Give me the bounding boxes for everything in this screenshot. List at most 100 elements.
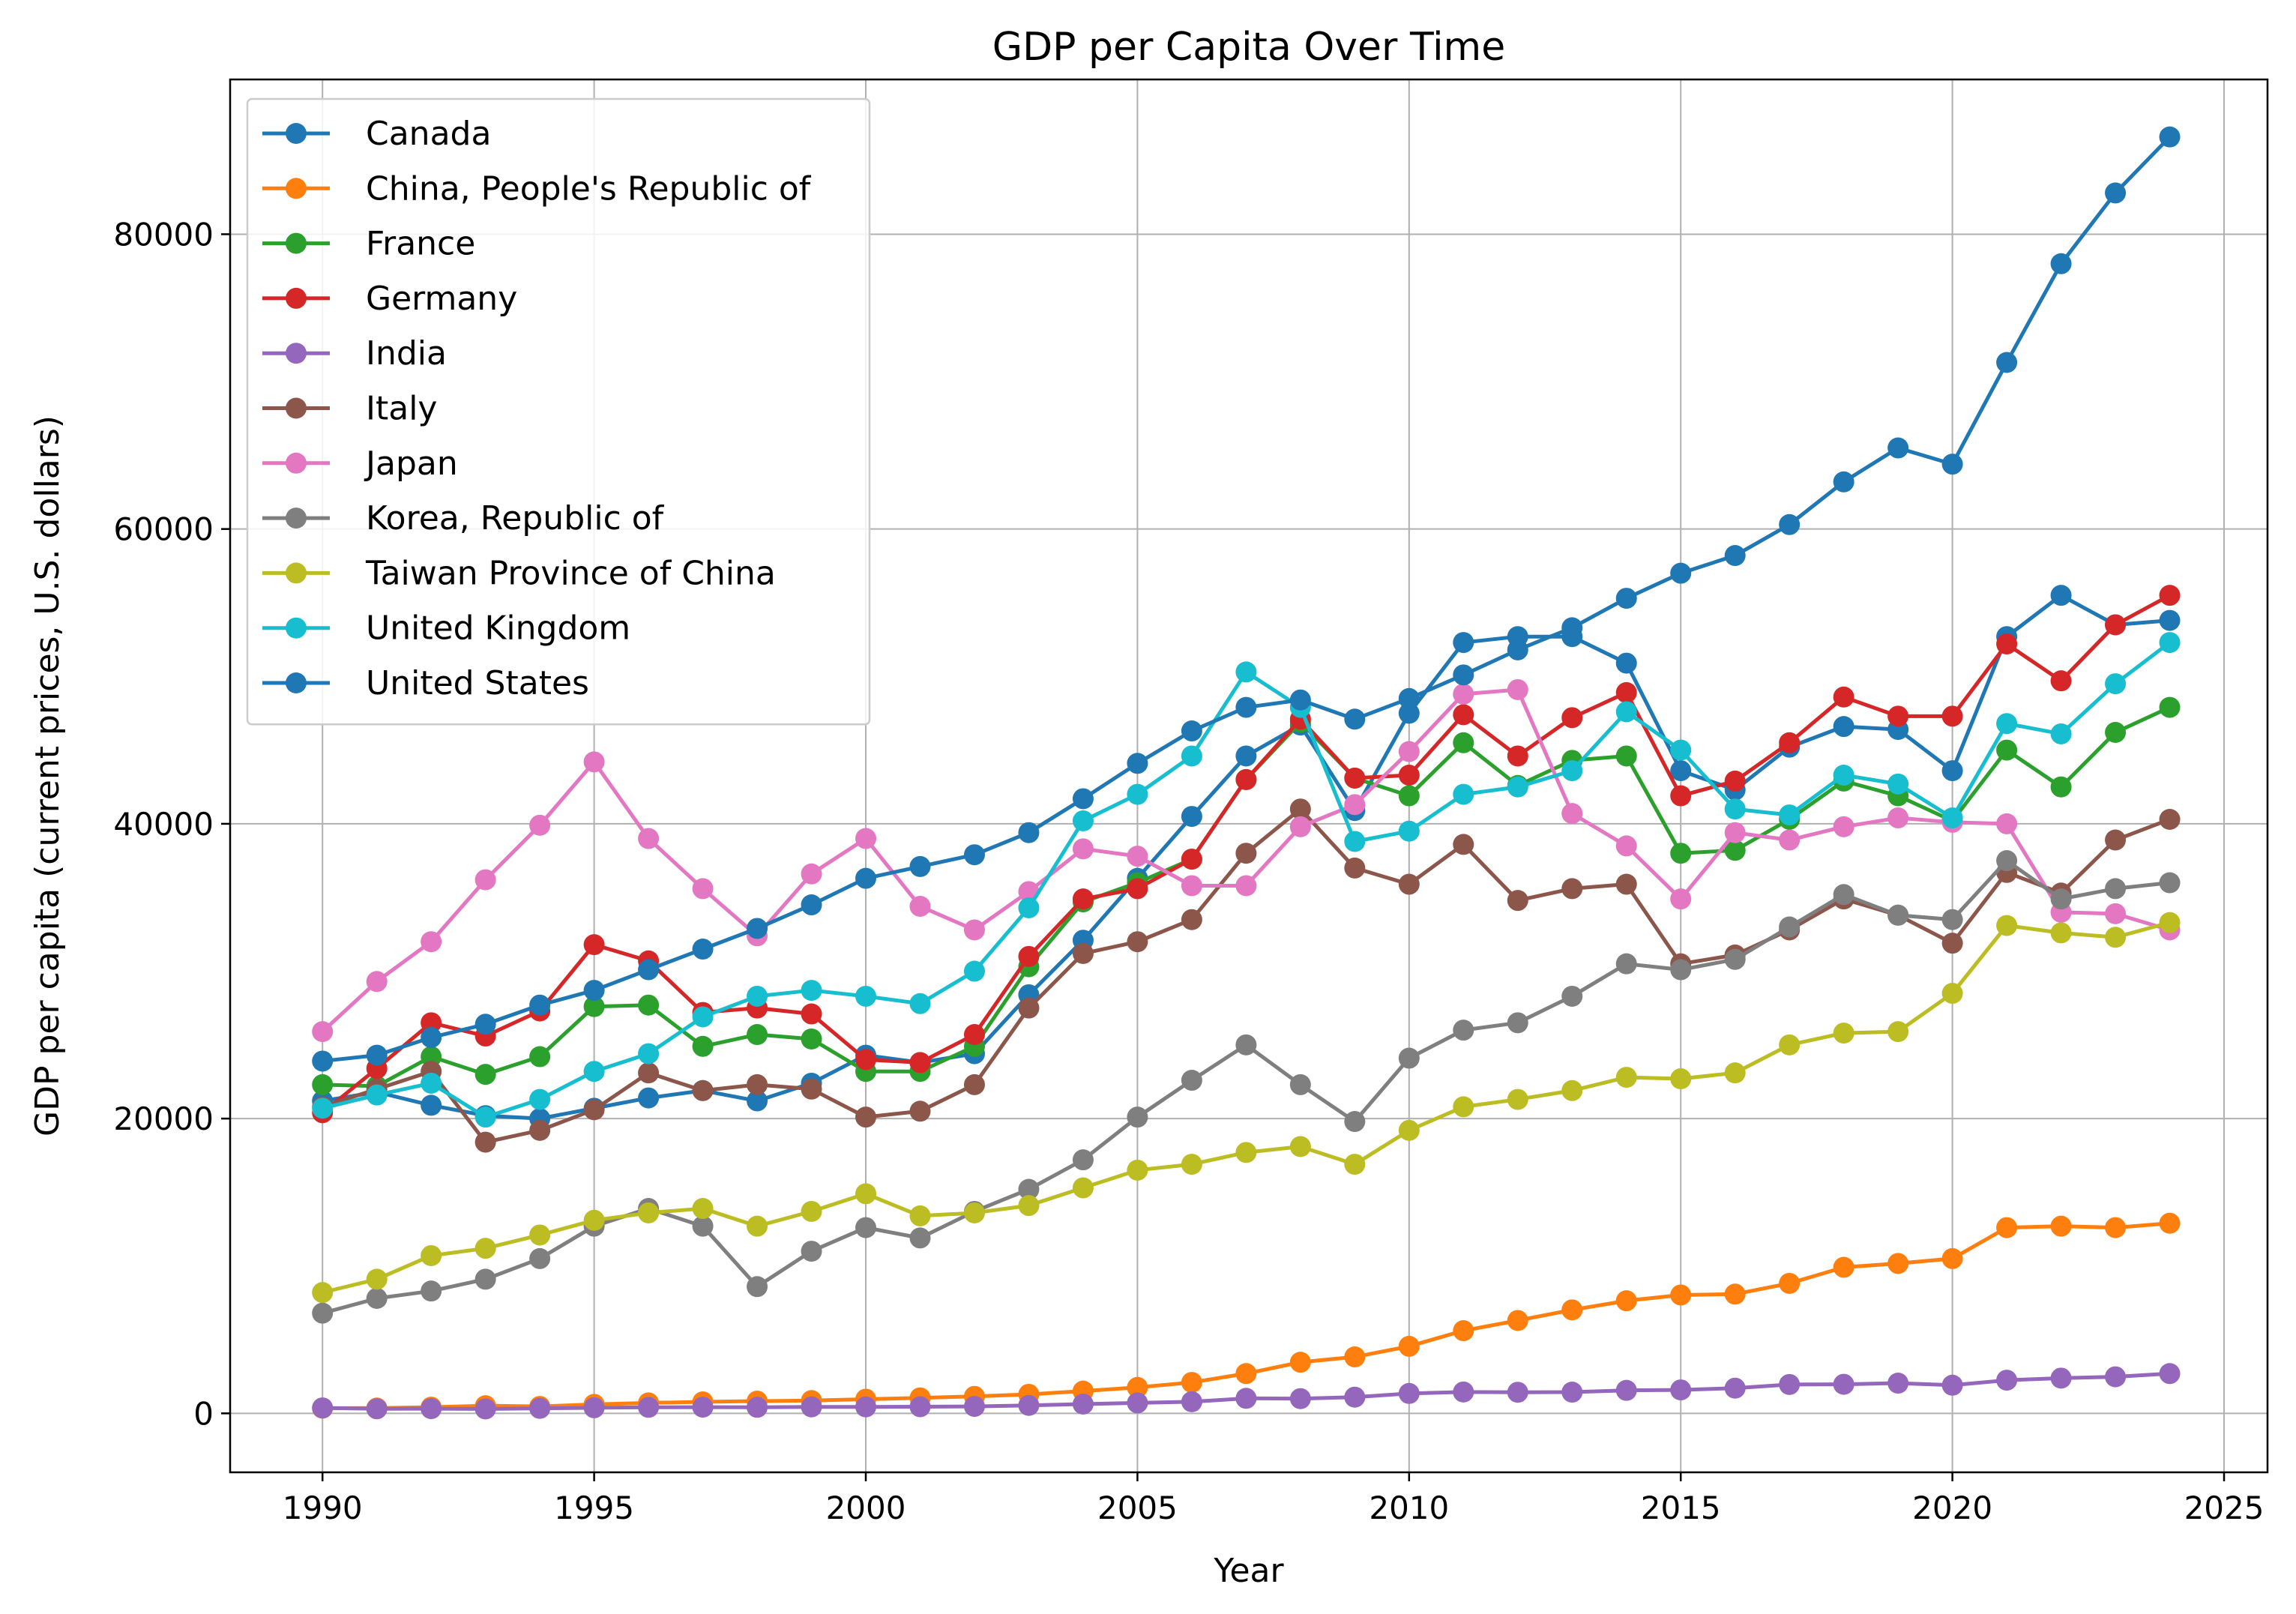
legend-entry: United States — [262, 664, 589, 702]
data-point — [421, 931, 442, 953]
data-point — [1996, 633, 2018, 655]
data-point — [1453, 664, 1474, 686]
data-point — [692, 1079, 714, 1101]
data-point — [1779, 1373, 1801, 1395]
data-point — [421, 1012, 442, 1034]
data-point — [1181, 909, 1202, 930]
data-point — [1127, 783, 1148, 805]
data-point — [1724, 948, 1746, 970]
data-point — [692, 878, 714, 900]
legend-entry: China, People's Republic of — [262, 169, 812, 208]
data-point — [1941, 933, 1963, 954]
data-point — [474, 1268, 496, 1290]
series-4 — [312, 1363, 2181, 1420]
data-point — [474, 1398, 496, 1420]
data-point — [692, 1198, 714, 1220]
data-point — [1507, 745, 1528, 767]
data-point — [1996, 1217, 2018, 1238]
legend-entry: Korea, Republic of — [262, 499, 665, 538]
data-point — [1941, 454, 1963, 475]
data-point — [583, 1061, 605, 1082]
data-point — [1670, 739, 1692, 761]
data-point — [1344, 1111, 1366, 1133]
legend-label: Canada — [366, 115, 491, 153]
y-axis-label: GDP per capita (current prices, U.S. dol… — [28, 415, 67, 1136]
data-point — [1670, 888, 1692, 910]
data-point — [1724, 822, 1746, 843]
data-point — [2050, 253, 2072, 274]
series-5 — [312, 798, 2181, 1153]
data-point — [2159, 809, 2181, 831]
data-point — [1724, 1283, 1746, 1305]
data-point — [366, 1268, 388, 1290]
data-point — [1398, 741, 1420, 762]
x-tick-label: 1990 — [283, 1490, 363, 1526]
data-point — [1072, 788, 1094, 810]
data-point — [1724, 1377, 1746, 1399]
data-point — [855, 828, 877, 849]
data-point — [1941, 983, 1963, 1005]
data-point — [1670, 1379, 1692, 1401]
data-point — [1670, 760, 1692, 782]
plot-area-frame — [229, 78, 2269, 1474]
data-point — [1181, 875, 1202, 897]
data-point — [1615, 1290, 1637, 1312]
series-8 — [312, 912, 2181, 1304]
data-point — [1507, 1310, 1528, 1331]
legend-marker — [286, 672, 307, 693]
data-point — [1561, 1299, 1583, 1321]
data-point — [2159, 1212, 2181, 1234]
legend-marker — [286, 508, 307, 529]
data-point — [747, 1074, 768, 1095]
data-point — [1561, 985, 1583, 1007]
data-point — [638, 828, 660, 849]
data-point — [1833, 471, 1854, 493]
data-point — [1398, 687, 1420, 709]
data-point — [2050, 1367, 2072, 1389]
data-point — [1561, 1382, 1583, 1403]
data-point — [747, 1090, 768, 1112]
data-point — [1072, 1177, 1094, 1199]
data-point — [1507, 890, 1528, 912]
data-point — [1833, 716, 1854, 738]
data-point — [1289, 798, 1311, 820]
data-point — [2159, 912, 2181, 933]
data-point — [1561, 617, 1583, 639]
data-point — [1615, 835, 1637, 857]
data-point — [1833, 884, 1854, 906]
data-point — [1779, 829, 1801, 851]
data-point — [1670, 1068, 1692, 1090]
data-point — [1670, 1284, 1692, 1306]
data-point — [1561, 1079, 1583, 1101]
data-point — [1018, 1195, 1040, 1217]
data-point — [1018, 997, 1040, 1019]
data-point — [1779, 514, 1801, 535]
data-point — [2159, 872, 2181, 894]
data-point — [529, 1119, 551, 1141]
data-point — [1453, 783, 1474, 805]
data-point — [1453, 1096, 1474, 1118]
x-tick-label: 2020 — [1912, 1490, 1992, 1526]
data-point — [1941, 1374, 1963, 1396]
data-point — [474, 1106, 496, 1128]
data-point — [801, 1028, 822, 1050]
data-point — [1344, 1346, 1366, 1368]
data-point — [2105, 829, 2127, 851]
data-point — [1398, 702, 1420, 724]
data-point — [312, 1050, 334, 1072]
data-point — [963, 960, 985, 982]
data-point — [909, 1100, 931, 1122]
legend-entry: Japan — [262, 445, 458, 483]
data-point — [1779, 1272, 1801, 1294]
data-point — [801, 1396, 822, 1418]
data-point — [1181, 1154, 1202, 1175]
data-point — [747, 1024, 768, 1046]
data-point — [909, 1396, 931, 1418]
data-point — [638, 1043, 660, 1065]
data-point — [529, 814, 551, 836]
data-point — [1398, 765, 1420, 786]
data-point — [1235, 745, 1257, 767]
data-point — [638, 1202, 660, 1223]
legend-entry: Italy — [262, 390, 437, 428]
